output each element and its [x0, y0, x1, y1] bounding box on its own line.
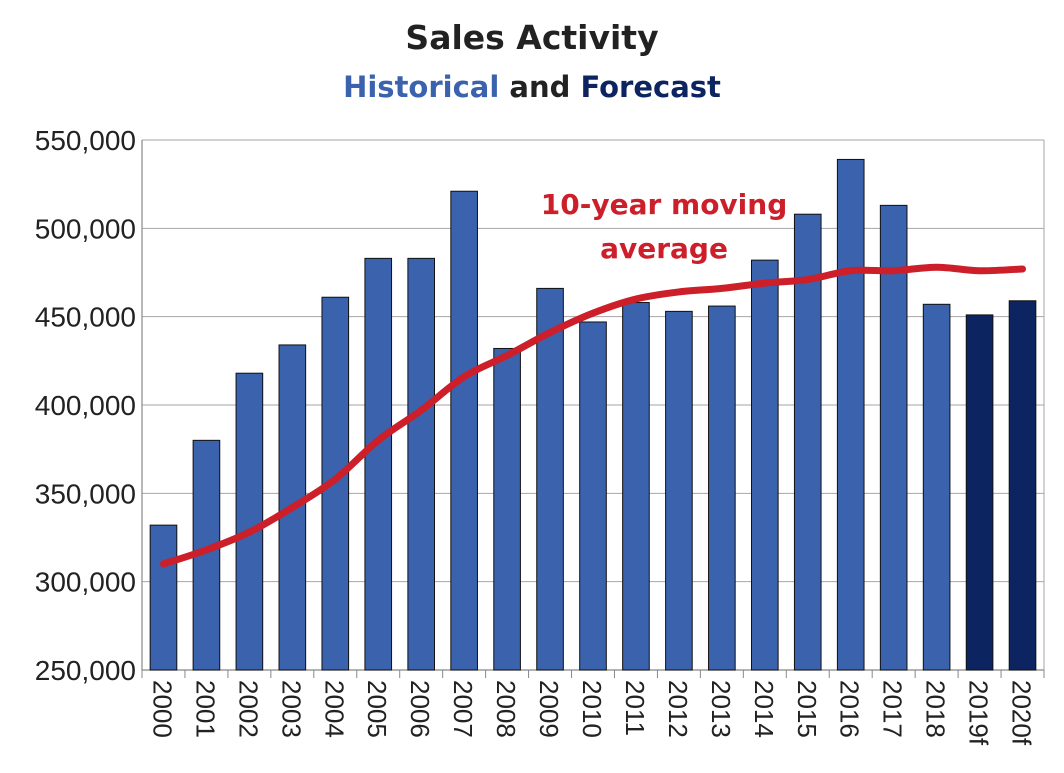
y-tick-label: 450,000 [35, 302, 136, 333]
bar [665, 310, 693, 671]
moving-average-annotation: average [600, 232, 728, 265]
x-tick-label: 2006 [405, 680, 435, 738]
y-tick-label: 400,000 [35, 390, 136, 421]
chart-title: Sales Activity [405, 18, 659, 57]
bar [922, 303, 951, 671]
x-tick-label: 2015 [792, 680, 822, 738]
bar [708, 305, 736, 671]
x-tick-label: 2013 [706, 680, 736, 738]
y-tick-label: 300,000 [35, 567, 136, 598]
chart-subtitle: Historical and Forecast [0, 70, 1064, 104]
bar [235, 372, 264, 671]
x-tick-label: 2019f [964, 680, 994, 746]
y-tick-label: 350,000 [35, 478, 136, 509]
x-tick-label: 2007 [448, 680, 478, 738]
x-tick-label: 2018 [921, 680, 951, 738]
bar [965, 314, 994, 671]
bar [750, 259, 779, 671]
bar [321, 296, 350, 671]
x-tick-label: 2005 [362, 680, 392, 738]
x-tick-label: 2011 [620, 680, 650, 736]
moving-average-line [159, 263, 1027, 568]
bar [450, 190, 478, 671]
subtitle-and: and [499, 70, 581, 104]
subtitle-historical: Historical [343, 70, 500, 104]
bar [364, 257, 393, 671]
bar [493, 347, 521, 671]
bar [836, 158, 865, 671]
x-tick-label: 2012 [663, 680, 693, 738]
subtitle-forecast: Forecast [580, 70, 721, 104]
x-tick-label: 2017 [878, 680, 908, 738]
bar [793, 213, 822, 671]
x-tick-label: 2003 [276, 680, 306, 738]
x-tick-label: 2020f [1007, 680, 1037, 746]
x-tick-label: 2009 [534, 680, 564, 738]
moving-average-annotation: 10-year moving [541, 188, 788, 221]
bar [1008, 300, 1037, 671]
bar [579, 321, 607, 671]
x-tick-label: 2002 [233, 680, 263, 738]
x-tick-label: 2008 [491, 680, 521, 738]
y-tick-label: 500,000 [35, 213, 136, 244]
x-tick-label: 2000 [147, 680, 177, 738]
x-tick-label: 2014 [749, 680, 779, 738]
x-tick-label: 2004 [319, 680, 349, 738]
bar [149, 524, 178, 671]
y-tick-label: 250,000 [35, 655, 136, 686]
x-tick-label: 2010 [577, 680, 607, 738]
bar [536, 287, 564, 671]
bar [622, 302, 650, 671]
x-tick-label: 2016 [835, 680, 865, 738]
x-tick-label: 2001 [190, 680, 220, 738]
bar [879, 204, 908, 671]
y-tick-label: 550,000 [35, 125, 136, 156]
bar [407, 257, 436, 671]
